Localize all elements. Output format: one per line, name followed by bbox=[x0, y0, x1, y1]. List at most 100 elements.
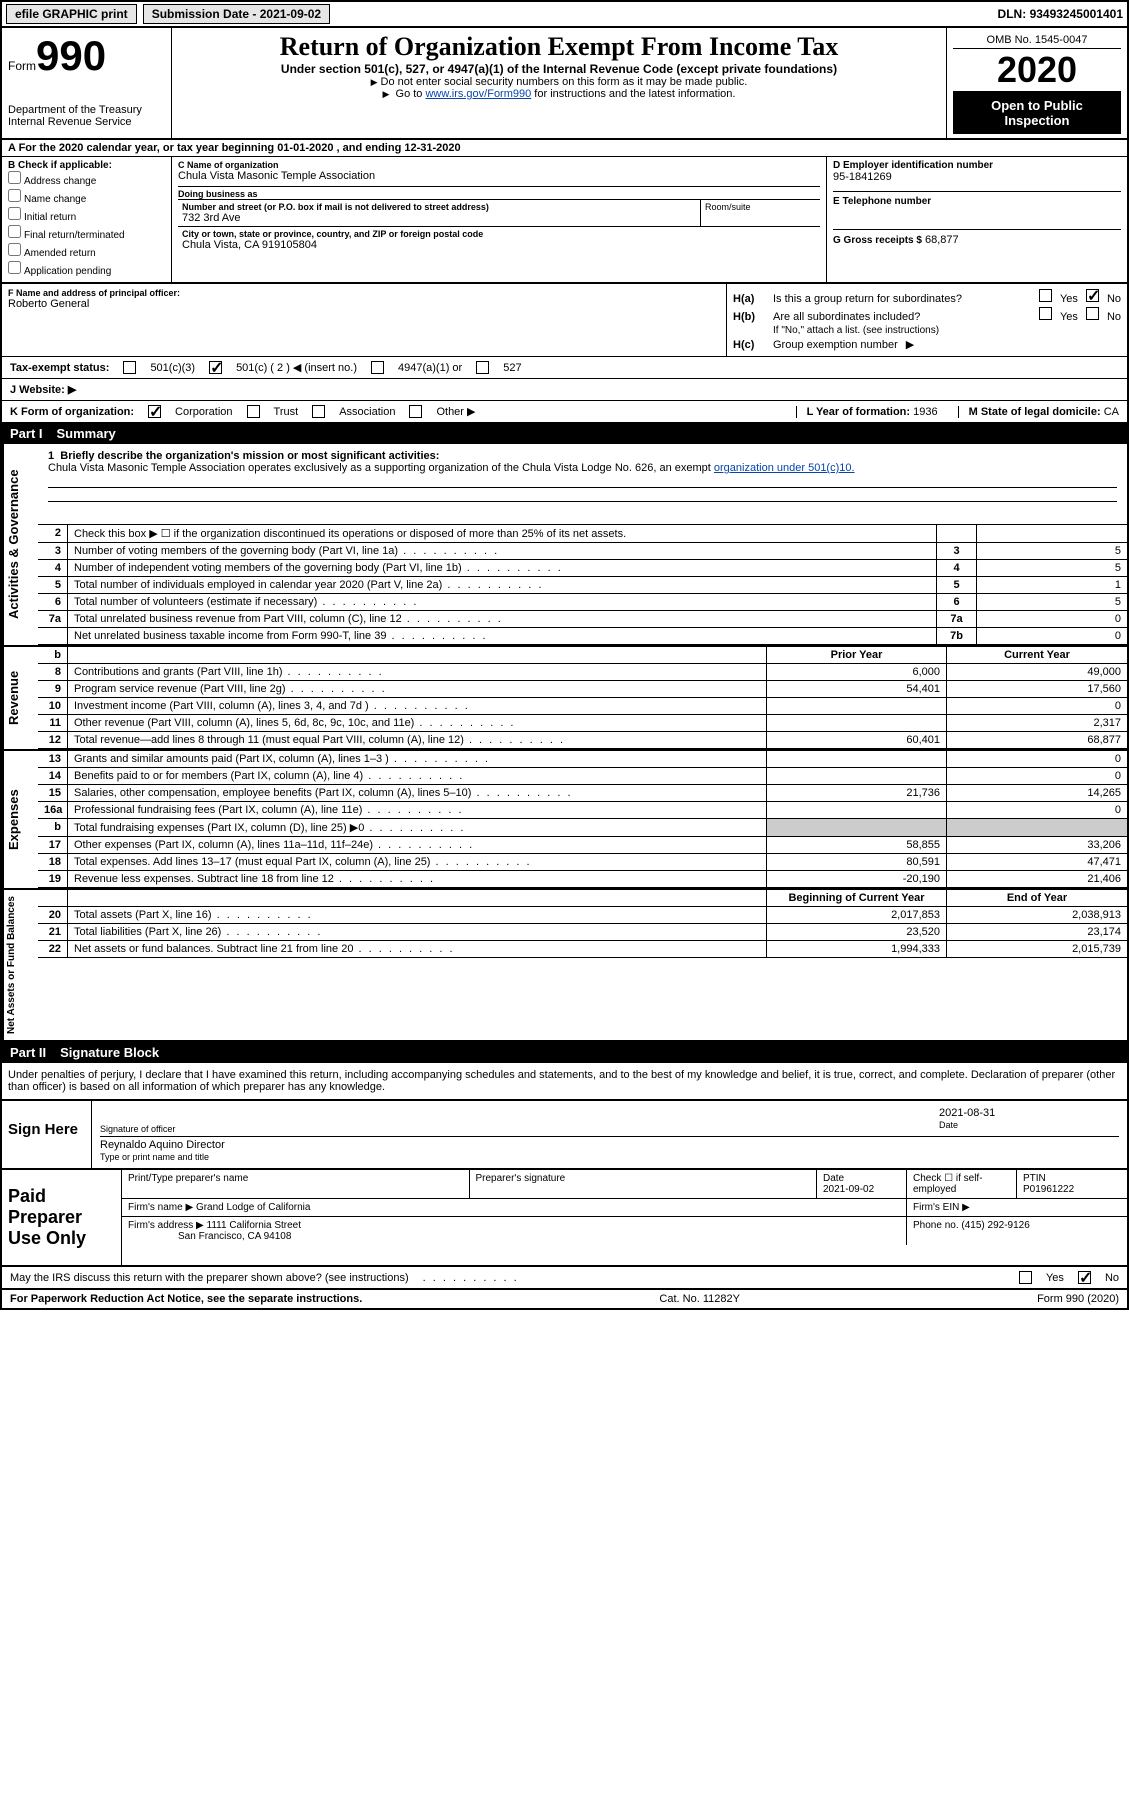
side-revenue: Revenue bbox=[2, 647, 38, 749]
gov-line: 6Total number of volunteers (estimate if… bbox=[38, 594, 1127, 611]
state-domicile: CA bbox=[1104, 406, 1119, 418]
mission-link[interactable]: organization under 501(c)10. bbox=[714, 462, 855, 474]
topbar: efile GRAPHIC print Submission Date - 20… bbox=[2, 2, 1127, 28]
street-address: 732 3rd Ave bbox=[182, 212, 696, 224]
form-990-page: efile GRAPHIC print Submission Date - 20… bbox=[0, 0, 1129, 1310]
tax-501c[interactable] bbox=[209, 361, 222, 374]
side-governance: Activities & Governance bbox=[2, 444, 38, 645]
hb-yes[interactable] bbox=[1039, 307, 1052, 320]
tax-year: 2020 bbox=[953, 49, 1121, 92]
summary-line: 13Grants and similar amounts paid (Part … bbox=[38, 751, 1127, 768]
ha-yes[interactable] bbox=[1039, 289, 1052, 302]
row-a-taxyear: A For the 2020 calendar year, or tax yea… bbox=[2, 140, 1127, 157]
gross-receipts: 68,877 bbox=[925, 234, 959, 246]
k-corp[interactable] bbox=[148, 405, 161, 418]
mission-block: 1 Briefly describe the organization's mi… bbox=[38, 444, 1127, 525]
hb-row: H(b) Are all subordinates included? Yes … bbox=[733, 306, 1121, 324]
gov-line: 7aTotal unrelated business revenue from … bbox=[38, 611, 1127, 628]
dln: DLN: 93493245001401 bbox=[998, 7, 1123, 21]
check-final[interactable]: Final return/terminated bbox=[8, 225, 165, 243]
year-box: OMB No. 1545-0047 2020 Open to Public In… bbox=[947, 28, 1127, 138]
two-col-header: b Prior Year Current Year bbox=[38, 647, 1127, 664]
sign-here-block: Sign Here Signature of officer 2021-08-3… bbox=[2, 1099, 1127, 1170]
summary-expenses: Expenses 13Grants and similar amounts pa… bbox=[2, 751, 1127, 890]
k-other[interactable] bbox=[409, 405, 422, 418]
gov-line: 2Check this box ▶ ☐ if the organization … bbox=[38, 525, 1127, 543]
ha-no[interactable] bbox=[1086, 289, 1099, 302]
submission-date: 2021-09-02 bbox=[260, 7, 321, 21]
firm-name: Grand Lodge of California bbox=[196, 1202, 311, 1213]
summary-line: 14Benefits paid to or for members (Part … bbox=[38, 768, 1127, 785]
tax-exempt-row: Tax-exempt status: 501(c)(3) 501(c) ( 2 … bbox=[2, 357, 1127, 379]
discuss-row: May the IRS discuss this return with the… bbox=[2, 1267, 1127, 1290]
check-address[interactable]: Address change bbox=[8, 171, 165, 189]
summary-line: 18Total expenses. Add lines 13–17 (must … bbox=[38, 854, 1127, 871]
summary-line: 20Total assets (Part X, line 16)2,017,85… bbox=[38, 907, 1127, 924]
section-b: B Check if applicable: Address change Na… bbox=[2, 157, 1127, 284]
principal-officer: Roberto General bbox=[8, 298, 720, 310]
summary-governance: Activities & Governance 1 Briefly descri… bbox=[2, 444, 1127, 647]
gov-line: Net unrelated business taxable income fr… bbox=[38, 628, 1127, 645]
paid-preparer-block: Paid Preparer Use Only Print/Type prepar… bbox=[2, 1170, 1127, 1267]
summary-revenue: Revenue b Prior Year Current Year 8Contr… bbox=[2, 647, 1127, 751]
note-goto: Go to www.irs.gov/Form990 for instructio… bbox=[180, 88, 938, 100]
check-column: B Check if applicable: Address change Na… bbox=[2, 157, 172, 282]
summary-line: 16aProfessional fundraising fees (Part I… bbox=[38, 802, 1127, 819]
discuss-yes[interactable] bbox=[1019, 1271, 1032, 1284]
summary-line: 21Total liabilities (Part X, line 26)23,… bbox=[38, 924, 1127, 941]
summary-line: 11Other revenue (Part VIII, column (A), … bbox=[38, 715, 1127, 732]
footer: For Paperwork Reduction Act Notice, see … bbox=[2, 1290, 1127, 1308]
title-block: Return of Organization Exempt From Incom… bbox=[172, 28, 947, 138]
tax-4947[interactable] bbox=[371, 361, 384, 374]
side-net: Net Assets or Fund Balances bbox=[2, 890, 38, 1040]
summary-line: 8Contributions and grants (Part VIII, li… bbox=[38, 664, 1127, 681]
k-row: K Form of organization: Corporation Trus… bbox=[2, 401, 1127, 423]
k-assoc[interactable] bbox=[312, 405, 325, 418]
summary-line: 19Revenue less expenses. Subtract line 1… bbox=[38, 871, 1127, 888]
part1-header: Part I Summary bbox=[2, 423, 1127, 444]
summary-line: bTotal fundraising expenses (Part IX, co… bbox=[38, 819, 1127, 837]
open-public: Open to Public Inspection bbox=[953, 92, 1121, 134]
header: Form990 Department of the Treasury Inter… bbox=[2, 28, 1127, 140]
check-pending[interactable]: Application pending bbox=[8, 261, 165, 279]
summary-net: Net Assets or Fund Balances Beginning of… bbox=[2, 890, 1127, 1042]
ha-row: H(a) Is this a group return for subordin… bbox=[733, 288, 1121, 306]
discuss-no[interactable] bbox=[1078, 1271, 1091, 1284]
summary-line: 22Net assets or fund balances. Subtract … bbox=[38, 941, 1127, 958]
org-name: Chula Vista Masonic Temple Association bbox=[178, 170, 820, 182]
submission-label: Submission Date bbox=[152, 7, 249, 21]
year-formation: 1936 bbox=[913, 406, 937, 418]
summary-line: 17Other expenses (Part IX, column (A), l… bbox=[38, 837, 1127, 854]
note-ssn: Do not enter social security numbers on … bbox=[180, 76, 938, 88]
part2-header: Part II Signature Block bbox=[2, 1042, 1127, 1063]
summary-line: 15Salaries, other compensation, employee… bbox=[38, 785, 1127, 802]
irs-link[interactable]: www.irs.gov/Form990 bbox=[425, 88, 531, 100]
omb: OMB No. 1545-0047 bbox=[953, 32, 1121, 49]
form-number-cell: Form990 Department of the Treasury Inter… bbox=[2, 28, 172, 138]
gov-line: 4Number of independent voting members of… bbox=[38, 560, 1127, 577]
submission-date-box: Submission Date - 2021-09-02 bbox=[143, 4, 330, 24]
hb-no[interactable] bbox=[1086, 307, 1099, 320]
city-state-zip: Chula Vista, CA 919105804 bbox=[182, 239, 816, 251]
summary-line: 12Total revenue—add lines 8 through 11 (… bbox=[38, 732, 1127, 749]
tax-527[interactable] bbox=[476, 361, 489, 374]
k-trust[interactable] bbox=[247, 405, 260, 418]
summary-line: 10Investment income (Part VIII, column (… bbox=[38, 698, 1127, 715]
ein: 95-1841269 bbox=[833, 171, 1121, 183]
subtitle: Under section 501(c), 527, or 4947(a)(1)… bbox=[180, 62, 938, 76]
officer-name: Reynaldo Aquino Director bbox=[100, 1139, 225, 1151]
check-name[interactable]: Name change bbox=[8, 189, 165, 207]
hc-row: H(c) Group exemption number ▶ bbox=[733, 337, 1121, 352]
check-amended[interactable]: Amended return bbox=[8, 243, 165, 261]
check-initial[interactable]: Initial return bbox=[8, 207, 165, 225]
dept-treasury: Department of the Treasury Internal Reve… bbox=[8, 104, 165, 128]
right-b: D Employer identification number 95-1841… bbox=[827, 157, 1127, 282]
website-row: J Website: ▶ bbox=[2, 379, 1127, 401]
tax-501c3[interactable] bbox=[123, 361, 136, 374]
gov-line: 3Number of voting members of the governi… bbox=[38, 543, 1127, 560]
name-address-block: C Name of organization Chula Vista Mason… bbox=[172, 157, 827, 282]
penalty-text: Under penalties of perjury, I declare th… bbox=[2, 1063, 1127, 1099]
side-expenses: Expenses bbox=[2, 751, 38, 888]
efile-badge: efile GRAPHIC print bbox=[6, 4, 137, 24]
main-title: Return of Organization Exempt From Incom… bbox=[180, 32, 938, 62]
